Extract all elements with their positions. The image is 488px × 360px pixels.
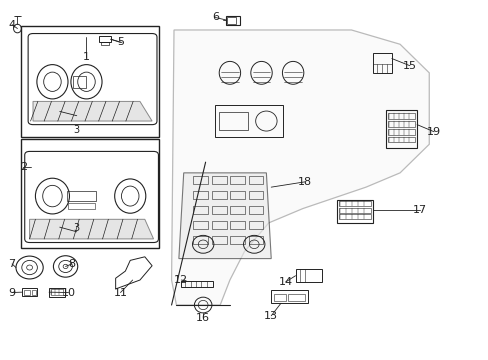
Text: 12: 12 [174, 275, 188, 285]
Text: 16: 16 [196, 312, 210, 323]
Bar [387, 137, 414, 143]
Bar [338, 202, 371, 206]
Text: 10: 10 [61, 288, 75, 297]
Text: 9: 9 [8, 288, 16, 297]
Polygon shape [33, 102, 152, 121]
Bar [218, 112, 247, 130]
Bar [230, 237, 244, 244]
Bar [295, 269, 322, 282]
Bar [372, 53, 391, 73]
Bar [211, 176, 226, 184]
Bar [24, 290, 30, 295]
Bar [338, 214, 371, 219]
Bar [387, 113, 414, 119]
Bar [230, 221, 244, 229]
Text: 3: 3 [74, 223, 80, 233]
Bar [67, 191, 96, 202]
Text: 17: 17 [412, 205, 426, 215]
Polygon shape [179, 173, 271, 258]
Text: 11: 11 [113, 288, 127, 297]
Text: 18: 18 [298, 177, 312, 187]
Bar [51, 289, 62, 296]
Bar [99, 36, 111, 42]
Bar [273, 294, 285, 301]
Text: 19: 19 [426, 127, 440, 137]
Bar [248, 221, 263, 229]
Bar [248, 206, 263, 214]
Bar [387, 121, 414, 127]
Text: 3: 3 [74, 125, 80, 135]
Bar [211, 206, 226, 214]
Text: 4: 4 [8, 19, 16, 30]
Bar [225, 16, 239, 24]
Text: 5: 5 [117, 37, 124, 48]
Text: 13: 13 [264, 311, 278, 321]
Text: 8: 8 [68, 259, 75, 269]
Bar [21, 139, 159, 248]
Bar [338, 208, 371, 213]
Bar [193, 237, 207, 244]
Bar [193, 176, 207, 184]
Bar [271, 290, 307, 303]
Bar [31, 290, 36, 295]
Polygon shape [171, 30, 428, 305]
Bar [181, 281, 212, 287]
Bar [387, 129, 414, 135]
Text: 6: 6 [211, 13, 218, 22]
Bar [230, 176, 244, 184]
Bar [193, 192, 207, 199]
Text: 7: 7 [8, 259, 16, 269]
Bar [211, 221, 226, 229]
Polygon shape [30, 219, 153, 239]
Bar [73, 76, 85, 88]
Text: 14: 14 [278, 277, 292, 287]
Bar [230, 192, 244, 199]
Text: 15: 15 [402, 61, 416, 71]
Bar [248, 176, 263, 184]
Bar [230, 206, 244, 214]
Bar [287, 294, 305, 301]
Bar [211, 192, 226, 199]
Bar [49, 288, 64, 297]
Bar [215, 105, 283, 137]
Bar [385, 111, 416, 148]
Bar [68, 203, 95, 209]
Bar [248, 192, 263, 199]
Bar [193, 221, 207, 229]
Bar [211, 237, 226, 244]
Bar [336, 200, 372, 223]
Bar [227, 17, 236, 23]
Bar [101, 42, 109, 45]
Text: 2: 2 [20, 162, 27, 172]
Bar [21, 26, 159, 137]
Bar [193, 206, 207, 214]
Bar [22, 288, 37, 296]
Bar [248, 237, 263, 244]
Text: 1: 1 [83, 52, 90, 62]
